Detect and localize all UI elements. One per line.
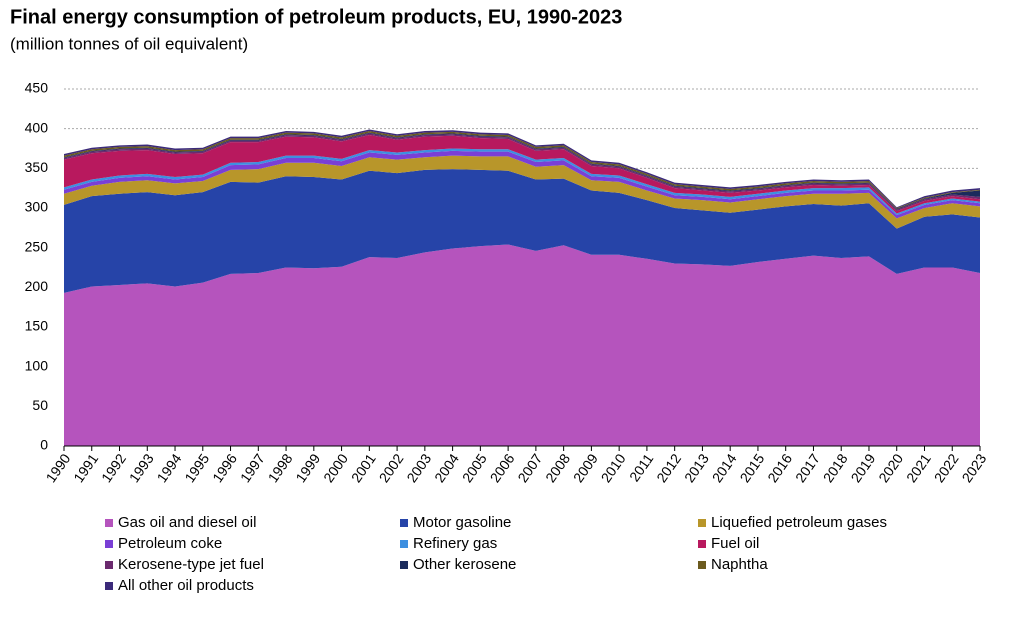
legend-swatch — [698, 540, 706, 548]
x-tick-label: 2001 — [348, 451, 379, 486]
x-tick-label: 2008 — [542, 451, 573, 486]
x-tick-label: 2017 — [792, 451, 823, 486]
x-tick-label: 2015 — [736, 451, 767, 486]
x-tick-label: 2021 — [903, 451, 934, 486]
x-tick-label: 2011 — [626, 450, 656, 484]
x-tick-label: 1998 — [265, 451, 296, 486]
x-tick-label: 2002 — [376, 451, 407, 486]
legend-label: Gas oil and diesel oil — [118, 514, 256, 531]
legend-swatch — [698, 561, 706, 569]
chart-subtitle: (million tonnes of oil equivalent) — [10, 34, 248, 53]
legend-label: Liquefied petroleum gases — [711, 514, 887, 531]
x-tick-label: 1995 — [181, 451, 212, 486]
legend-label: Kerosene-type jet fuel — [118, 556, 264, 573]
legend-swatch — [400, 519, 408, 527]
y-tick-label: 450 — [25, 80, 49, 96]
y-tick-label: 400 — [25, 119, 49, 135]
x-tick-label: 1993 — [126, 451, 157, 486]
legend-swatch — [105, 540, 113, 548]
x-tick-label: 2023 — [959, 451, 990, 486]
x-tick-label: 2014 — [709, 451, 740, 486]
area — [64, 135, 980, 214]
area — [64, 244, 980, 446]
x-tick-label: 2004 — [431, 451, 462, 486]
x-tick-label: 2009 — [570, 451, 601, 486]
x-tick-label: 2006 — [487, 451, 518, 486]
legend-label: All other oil products — [118, 577, 254, 594]
y-tick-label: 350 — [25, 159, 49, 175]
x-tick-label: 2007 — [514, 451, 545, 486]
legend-swatch — [400, 540, 408, 548]
x-tick-label: 1994 — [154, 451, 185, 486]
legend-swatch — [105, 582, 113, 590]
legend-swatch — [400, 561, 408, 569]
x-tick-label: 2010 — [598, 451, 629, 486]
x-tick-label: 2020 — [875, 451, 906, 486]
x-tick-label: 2022 — [931, 451, 962, 486]
legend-label: Fuel oil — [711, 535, 759, 552]
legend-label: Other kerosene — [413, 556, 516, 573]
area — [64, 169, 980, 293]
x-tick-label: 1997 — [237, 451, 268, 486]
y-tick-label: 250 — [25, 238, 49, 254]
legend-label: Petroleum coke — [118, 535, 222, 552]
x-tick-label: 1996 — [209, 451, 240, 486]
x-tick-label: 1991 — [70, 451, 101, 486]
x-tick-label: 2016 — [764, 451, 795, 486]
legend-label: Motor gasoline — [413, 514, 511, 531]
y-tick-label: 150 — [25, 318, 49, 334]
x-tick-label: 2018 — [820, 451, 851, 486]
y-tick-label: 100 — [25, 357, 49, 373]
x-tick-label: 2013 — [681, 451, 712, 486]
x-tick-label: 1999 — [292, 451, 323, 486]
legend-swatch — [105, 561, 113, 569]
y-tick-label: 200 — [25, 278, 49, 294]
y-tick-label: 0 — [40, 437, 48, 453]
x-tick-label: 2003 — [403, 451, 434, 486]
y-tick-label: 50 — [32, 397, 48, 413]
legend-swatch — [105, 519, 113, 527]
x-tick-label: 2012 — [653, 451, 684, 486]
chart-title: Final energy consumption of petroleum pr… — [10, 6, 622, 28]
legend-swatch — [698, 519, 706, 527]
x-tick-label: 1990 — [43, 451, 74, 486]
x-tick-label: 2000 — [320, 451, 351, 486]
legend-label: Naphtha — [711, 556, 768, 573]
area — [64, 155, 980, 229]
x-tick-label: 2005 — [459, 451, 490, 486]
y-tick-label: 300 — [25, 199, 49, 215]
legend-label: Refinery gas — [413, 535, 497, 552]
x-tick-label: 2019 — [847, 451, 878, 486]
x-tick-label: 1992 — [98, 451, 129, 486]
